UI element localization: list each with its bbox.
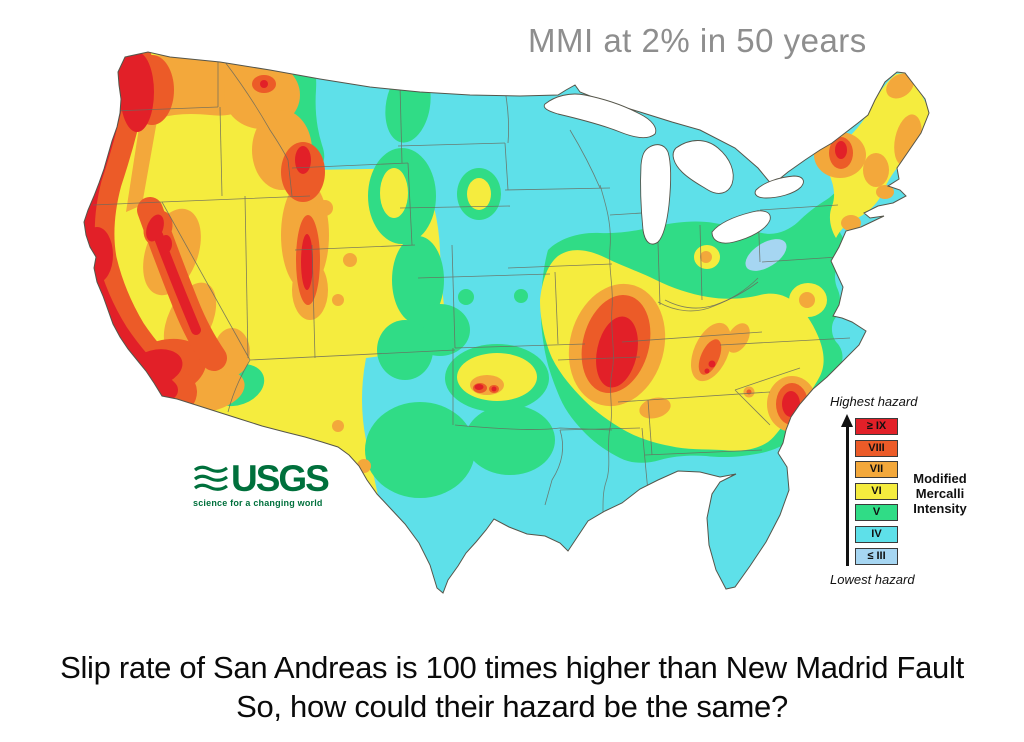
legend-lowest-label: Lowest hazard [830, 572, 915, 587]
lake-superior [543, 93, 657, 139]
great-lakes [543, 93, 804, 245]
legend-arrow-icon [841, 414, 853, 566]
usgs-logo: USGS science for a changing world [193, 458, 335, 508]
caption-line-2: So, how could their hazard be the same? [236, 689, 788, 725]
map-title: MMI at 2% in 50 years [528, 22, 867, 59]
legend-swatch-ix: ≥ IX [855, 418, 898, 435]
state-boundaries [87, 61, 851, 506]
legend-highest-label: Highest hazard [830, 394, 918, 409]
legend-swatch-iv: IV [855, 525, 898, 543]
usgs-wordmark: USGS [231, 458, 330, 499]
caption: Slip rate of San Andreas is 100 times hi… [0, 648, 1024, 726]
us-outline [83, 51, 930, 594]
legend-scale-name: Modified Mercalli Intensity [913, 471, 967, 517]
legend-swatch-iii: ≤ III [855, 547, 898, 565]
lake-michigan [640, 144, 672, 245]
usgs-wave-icon [193, 465, 228, 491]
regions-vi-west [86, 52, 448, 528]
legend-swatch-vii: VII [855, 461, 898, 479]
region-iii-pennsylvania [745, 239, 787, 271]
legend-swatches: ≥ IX VIII VII VI V IV ≤ III [855, 418, 898, 569]
lake-huron [672, 140, 734, 194]
legend-swatch-vi: VI [855, 482, 898, 500]
caption-line-1: Slip rate of San Andreas is 100 times hi… [60, 650, 964, 685]
rivers [595, 184, 759, 546]
legend-swatch-v: V [855, 504, 898, 522]
legend-swatch-viii: VIII [855, 439, 898, 457]
hazard-map [83, 51, 930, 594]
lake-erie [711, 210, 771, 244]
usgs-tagline: science for a changing world [193, 498, 323, 508]
lake-ontario [754, 175, 804, 199]
